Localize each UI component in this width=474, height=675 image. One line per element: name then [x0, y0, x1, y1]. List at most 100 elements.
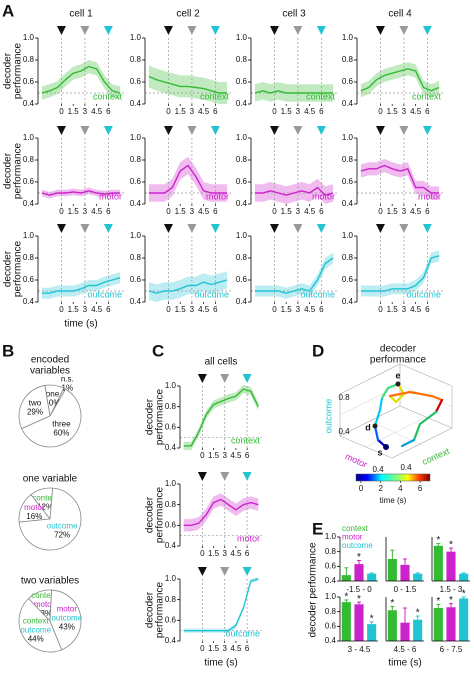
event-marker	[56, 224, 66, 233]
event-marker	[316, 26, 326, 35]
line	[254, 90, 334, 94]
bar	[400, 564, 410, 581]
event-marker	[269, 26, 279, 35]
line	[360, 164, 440, 194]
y-tick-label: 1.0	[342, 133, 354, 142]
y-tick-label: 0.4	[342, 99, 354, 108]
x-tick-label: 4.5	[91, 305, 103, 314]
x-tick-label: 4.5	[304, 207, 316, 216]
panel-label: E	[312, 519, 323, 538]
y-tick-label: 0.8	[23, 253, 35, 262]
x-tick-label: 6	[425, 207, 430, 216]
x-tick-label: 3	[190, 305, 195, 314]
y-tick-label: 0.8	[165, 402, 177, 411]
legend-entry: context	[342, 524, 369, 533]
series-label: motor	[312, 191, 335, 201]
y-axis-label: performance	[155, 581, 166, 638]
y-tick-label: 0.8	[165, 500, 177, 509]
series-label: motor	[418, 191, 441, 201]
axis-tick-label: 0.8	[338, 393, 350, 402]
cube-frame	[339, 363, 453, 459]
bar	[341, 602, 351, 641]
x-tick-label: 1.5	[387, 107, 399, 116]
y-tick-label: 0.8	[342, 55, 354, 64]
bar	[413, 619, 423, 641]
line	[41, 277, 121, 294]
slice-label: 43%	[59, 622, 75, 631]
x-tick-label: 3	[402, 305, 407, 314]
slice-label: motor	[34, 600, 55, 609]
event-marker	[220, 472, 230, 481]
y-tick-label: 1.0	[325, 592, 337, 601]
bar	[367, 573, 377, 581]
y-tick-label: 0.4	[236, 99, 248, 108]
x-tick-label: 6	[106, 305, 111, 314]
line	[148, 75, 228, 94]
slice-label: 1%	[62, 383, 74, 392]
y-tick-label: 1.0	[130, 33, 142, 42]
line	[183, 388, 259, 447]
y-tick-label: 0.6	[23, 177, 35, 186]
y-tick-label: 0.6	[325, 561, 337, 570]
chart-title: cell 3	[282, 9, 306, 20]
slice-label: 16%	[26, 512, 42, 521]
y-tick-label: 1.0	[165, 381, 177, 390]
point-e	[395, 381, 401, 387]
slice-label: outcome	[47, 522, 78, 531]
event-marker	[422, 224, 432, 233]
series-label: outcome	[87, 289, 122, 299]
event-marker	[210, 126, 220, 135]
y-tick-label: 0.4	[165, 443, 177, 452]
chart-title: cell 4	[388, 9, 412, 20]
y-tick-label: 0.6	[165, 422, 177, 431]
y-tick-label: 0.6	[130, 77, 142, 86]
pie-title: two variables	[21, 576, 79, 587]
slice-label: 60%	[53, 428, 69, 437]
x-tick-label: 6	[319, 305, 324, 314]
x-tick-label: 1.5	[175, 107, 187, 116]
y-axis-label: decoder	[3, 250, 14, 287]
axis-tick-label: 0.4	[372, 465, 384, 474]
bar	[354, 564, 364, 581]
event-marker	[187, 224, 197, 233]
y-tick-label: 0.6	[236, 275, 248, 284]
x-tick-label: 0	[378, 107, 383, 116]
event-marker	[422, 26, 432, 35]
event-marker	[103, 26, 113, 35]
colorbar-label: time (s)	[380, 496, 407, 505]
y-tick-label: 0.8	[130, 253, 142, 262]
x-tick-label: 1.5	[208, 451, 220, 460]
line	[183, 578, 259, 632]
x-tick-label: 3	[296, 305, 301, 314]
y-tick-label: 0.6	[165, 520, 177, 529]
y-axis-label: performance	[155, 388, 166, 445]
y-tick-label: 0.6	[342, 177, 354, 186]
event-marker	[399, 126, 409, 135]
x-tick-label: 6	[213, 107, 218, 116]
series-label: outcome	[194, 289, 229, 299]
y-tick-label: 0.8	[130, 155, 142, 164]
error-band	[41, 60, 121, 100]
significance-mark: *	[390, 598, 394, 609]
x-tick-label: 3	[190, 107, 195, 116]
event-marker	[210, 26, 220, 35]
event-marker	[293, 224, 303, 233]
bar	[387, 610, 397, 641]
y-tick-label: 0.4	[130, 199, 142, 208]
colorbar	[355, 473, 431, 482]
event-marker	[80, 26, 90, 35]
series-label: context	[200, 91, 230, 101]
x-tick-label: 4.5	[91, 207, 103, 216]
y-tick-label: 0.4	[23, 99, 35, 108]
significance-mark: *	[449, 540, 453, 551]
y-axis-label: decoder	[145, 398, 156, 435]
y-tick-label: 0.8	[342, 155, 354, 164]
y-tick-label: 0.8	[325, 547, 337, 556]
period-label: -1.5 - 0	[346, 585, 372, 594]
y-tick-label: 1.0	[23, 133, 35, 142]
point-label: e	[395, 370, 400, 380]
slice-label: two	[29, 399, 42, 408]
y-axis-label: decoder	[145, 591, 156, 628]
error-band	[254, 252, 334, 299]
colorbar-tick-label: 4	[398, 484, 403, 493]
